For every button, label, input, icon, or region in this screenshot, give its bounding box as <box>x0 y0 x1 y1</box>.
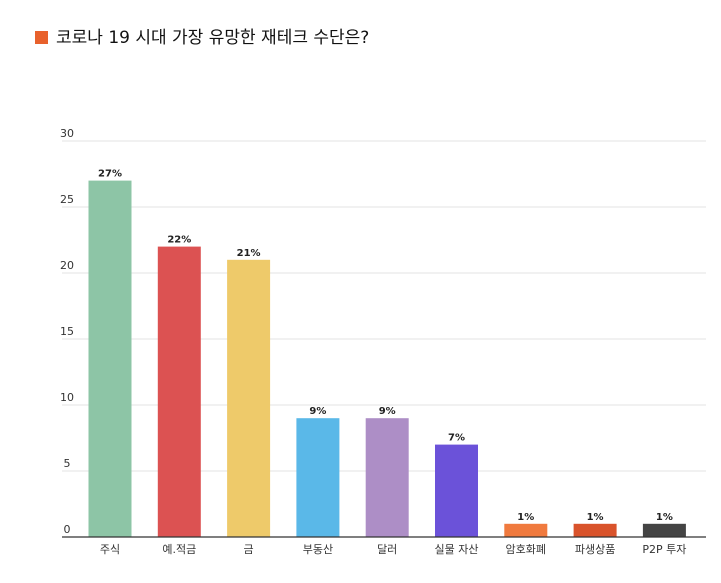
bar <box>573 523 617 537</box>
x-tick-label: 부동산 <box>303 543 333 556</box>
y-tick-label: 10 <box>60 391 74 404</box>
data-label: 7% <box>448 433 465 444</box>
bars <box>88 180 686 537</box>
bar <box>157 246 201 537</box>
bar <box>365 418 409 537</box>
data-label: 1% <box>656 512 673 523</box>
data-labels: 27% 22% 21% 9% 9% 7% 1% 1% 1% <box>98 169 673 523</box>
x-tick-label: 예.적금 <box>162 543 196 556</box>
y-tick-label: 25 <box>60 193 74 206</box>
x-tick-label: 금 <box>244 543 254 556</box>
bar <box>227 259 271 537</box>
bar <box>435 444 478 537</box>
x-tick-label: 실물 자산 <box>435 543 479 556</box>
x-tick-label: 파생상품 <box>575 543 615 556</box>
y-tick-label: 15 <box>60 325 74 338</box>
x-tick-label: 달러 <box>377 543 397 556</box>
data-label: 21% <box>237 248 261 259</box>
bar <box>642 523 686 537</box>
title-marker-icon <box>35 31 48 44</box>
bar <box>504 523 548 537</box>
data-label: 1% <box>587 512 604 523</box>
chart-title: 코로나 19 시대 가장 유망한 재테크 수단은? <box>56 28 369 48</box>
bar <box>296 418 340 537</box>
data-label: 27% <box>98 169 122 180</box>
bar <box>88 180 132 537</box>
y-tick-label: 30 <box>60 127 74 140</box>
y-tick-label: 20 <box>60 259 74 272</box>
data-label: 22% <box>167 235 191 246</box>
y-tick-label: 0 <box>64 523 71 536</box>
x-tick-label: P2P 투자 <box>642 543 686 556</box>
y-tick-label: 5 <box>64 457 71 470</box>
data-label: 9% <box>309 406 326 417</box>
x-axis-ticks: 주식 예.적금 금 부동산 달러 실물 자산 암호화폐 파생상품 P2P 투자 <box>100 543 687 556</box>
x-tick-label: 암호화폐 <box>506 543 546 556</box>
y-axis-ticks: 0 5 10 15 20 25 30 <box>60 127 74 536</box>
x-tick-label: 주식 <box>100 543 120 556</box>
data-label: 9% <box>379 406 396 417</box>
data-label: 1% <box>517 512 534 523</box>
